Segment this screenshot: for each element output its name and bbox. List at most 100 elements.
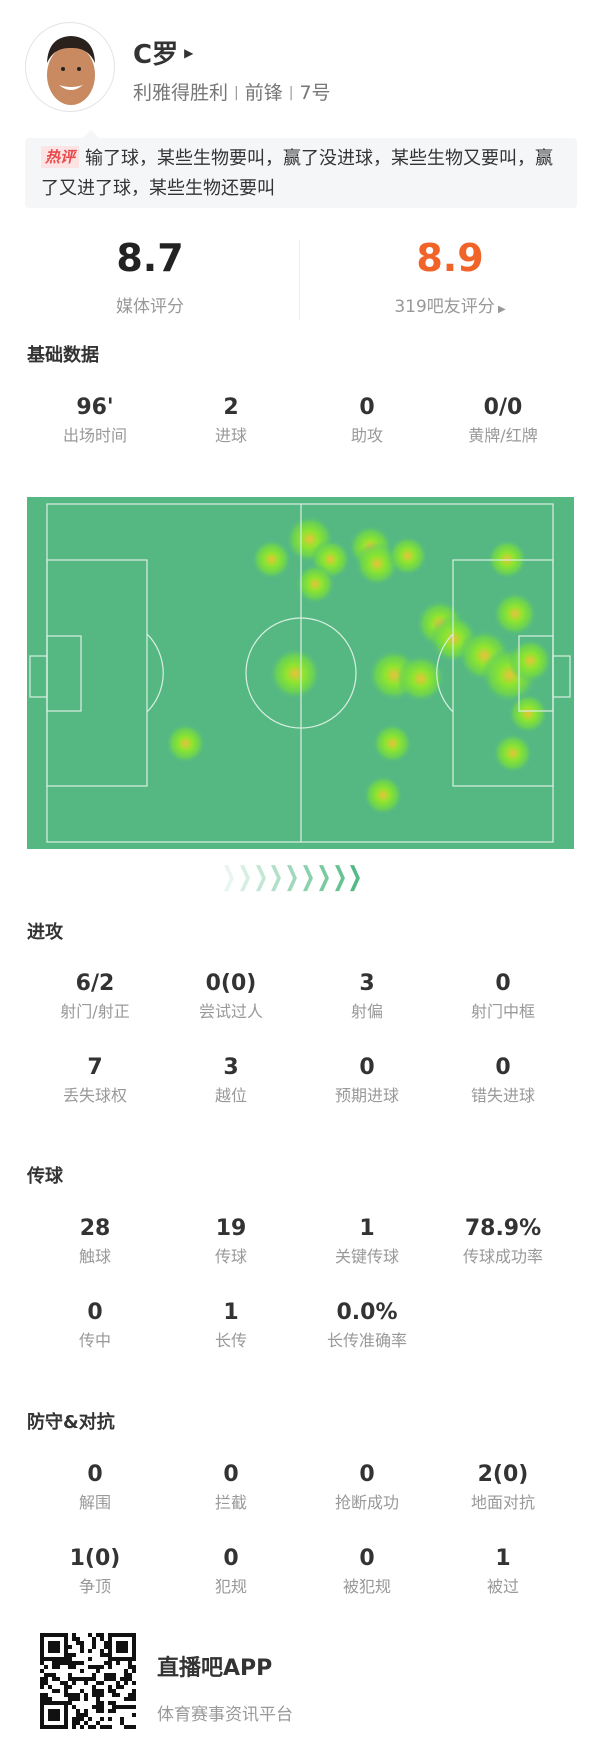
heatmap-pitch (27, 497, 574, 849)
section-title-basic: 基础数据 (27, 345, 99, 366)
stat-value: 0 (359, 1055, 375, 1080)
defense-stats: 0 解围 0 拦截 0 抢断成功 2(0) 地面对抗 1(0) 争顶 0 犯规 0 被犯规 1 被过 (0, 1460, 600, 1628)
app-name: 直播吧APP (157, 1656, 273, 1681)
stat-value: 0/0 (483, 395, 523, 420)
stat-value: 1 (359, 1216, 375, 1241)
stat-defense: 0 抢断成功 (299, 1460, 435, 1544)
heat-spot (508, 693, 549, 734)
section-title-defense: 防守&对抗 (27, 1412, 115, 1433)
stat-attack: 3 越位 (163, 1053, 299, 1137)
stat-value: 28 (79, 1216, 111, 1241)
fan-rating-label: 319吧友评分 (394, 297, 495, 317)
chevron-right-icon: ❯ (252, 862, 269, 892)
heat-spot (363, 775, 404, 816)
stat-defense: 2(0) 地面对抗 (435, 1460, 571, 1544)
chevron-right-icon: ❯ (316, 862, 332, 892)
stat-value: 0 (87, 1462, 103, 1487)
stat-value: 3 (223, 1055, 239, 1080)
stat-value: 3 (359, 971, 375, 996)
chevron-right-icon: ❯ (268, 862, 284, 892)
player-avatar[interactable] (25, 22, 115, 112)
pitch-lines (29, 503, 571, 843)
fan-rating-value: 8.9 (416, 236, 484, 280)
media-rating-label: 媒体评分 (116, 297, 184, 317)
stat-label: 抢断成功 (334, 1493, 399, 1512)
stat-label: 解围 (78, 1493, 111, 1512)
stat-value: 6/2 (75, 971, 115, 996)
stat-defense: 0 解围 (27, 1460, 163, 1544)
stat-value: 2(0) (477, 1462, 529, 1487)
stat-value: 0 (495, 1055, 511, 1080)
heat-spot (508, 638, 553, 683)
stat-defense: 0 拦截 (163, 1460, 299, 1544)
heat-spot (295, 563, 336, 604)
stat-label: 传球 (214, 1247, 247, 1266)
heat-spot (165, 723, 206, 764)
stat-value: 0.0% (336, 1300, 398, 1325)
heat-spot (492, 733, 533, 774)
stat-label: 丢失球权 (62, 1086, 127, 1105)
stat-attack: 7 丢失球权 (27, 1053, 163, 1137)
stat-value: 1 (495, 1546, 511, 1571)
attack-direction-arrows: ❯ ❯ ❯ ❯ ❯ ❯ ❯ ❯ ❯ (218, 862, 363, 892)
player-meta: 利雅得胜利 | 前锋 | 7号 (133, 82, 331, 104)
stat-label: 争顶 (78, 1577, 111, 1596)
stat-label: 尝试过人 (198, 1002, 263, 1021)
player-name-link[interactable]: C罗 ▶ (133, 34, 193, 71)
heat-spot (251, 539, 292, 580)
stat-label: 关键传球 (334, 1247, 399, 1266)
heat-spot (269, 647, 322, 700)
stat-value: 0 (359, 395, 375, 420)
stat-value: 0(0) (205, 971, 257, 996)
section-title-passing: 传球 (27, 1166, 63, 1187)
hot-comment: 热评 输了球，某些生物要叫，赢了没进球，某些生物又要叫，赢了又进了球，某些生物还要… (25, 130, 577, 208)
stat-label: 射偏 (350, 1002, 383, 1021)
stat-label: 进球 (214, 426, 247, 445)
stat-value: 0 (223, 1546, 239, 1571)
shirt-number: 7号 (299, 82, 331, 104)
stat-value: 0 (223, 1462, 239, 1487)
chevron-right-icon: ❯ (331, 862, 348, 892)
stat-defense: 1 被过 (435, 1544, 571, 1628)
heat-spot (372, 723, 413, 764)
chevron-right-icon: ❯ (300, 862, 316, 892)
fan-rating[interactable]: 8.9 319吧友评分 ▶ (300, 236, 600, 317)
stat-attack: 3 射偏 (299, 969, 435, 1053)
stat-label: 黄牌/红牌 (468, 426, 538, 445)
chevron-right-icon: ❯ (284, 862, 300, 892)
caret-right-icon: ▶ (184, 45, 194, 60)
app-slogan: 体育赛事资讯平台 (157, 1705, 293, 1725)
stat-defense: 1(0) 争顶 (27, 1544, 163, 1628)
stat-label: 地面对抗 (470, 1493, 535, 1512)
stat-passing: 19 传球 (163, 1214, 299, 1298)
stat-passing: 28 触球 (27, 1214, 163, 1298)
stat-label: 拦截 (214, 1493, 247, 1512)
stat-attack: 0 预期进球 (299, 1053, 435, 1137)
stat-label: 犯规 (214, 1577, 247, 1596)
stat-value: 0 (87, 1300, 103, 1325)
media-rating-value: 8.7 (116, 236, 184, 280)
stat-attack: 0 错失进球 (435, 1053, 571, 1137)
qr-code (40, 1633, 136, 1729)
player-name: C罗 (133, 40, 179, 70)
stat-label: 助攻 (350, 426, 383, 445)
passing-stats: 28 触球 19 传球 1 关键传球 78.9% 传球成功率 0 传中 1 长传 0.0% 长传准确率 (0, 1214, 600, 1382)
chevron-right-icon: ❯ (347, 862, 363, 892)
stat-label: 预期进球 (334, 1086, 399, 1105)
basic-stats: 96' 出场时间 2 进球 0 助攻 0/0 黄牌/红牌 (0, 393, 600, 477)
stat-value: 1(0) (69, 1546, 121, 1571)
stat-attack: 6/2 射门/射正 (27, 969, 163, 1053)
stat-label: 错失进球 (470, 1086, 535, 1105)
stat-basic: 96' 出场时间 (27, 393, 163, 477)
stat-value: 0 (359, 1546, 375, 1571)
stat-value: 0 (495, 971, 511, 996)
stat-value: 7 (87, 1055, 103, 1080)
stat-value: 78.9% (464, 1216, 542, 1241)
heat-spot (387, 535, 428, 576)
chevron-right-icon: ❯ (237, 862, 253, 892)
stat-passing: 1 长传 (163, 1298, 299, 1382)
section-title-attack: 进攻 (27, 922, 63, 943)
heat-spot (487, 539, 528, 580)
stat-value: 96' (76, 395, 114, 420)
stat-label: 射门中框 (470, 1002, 535, 1021)
